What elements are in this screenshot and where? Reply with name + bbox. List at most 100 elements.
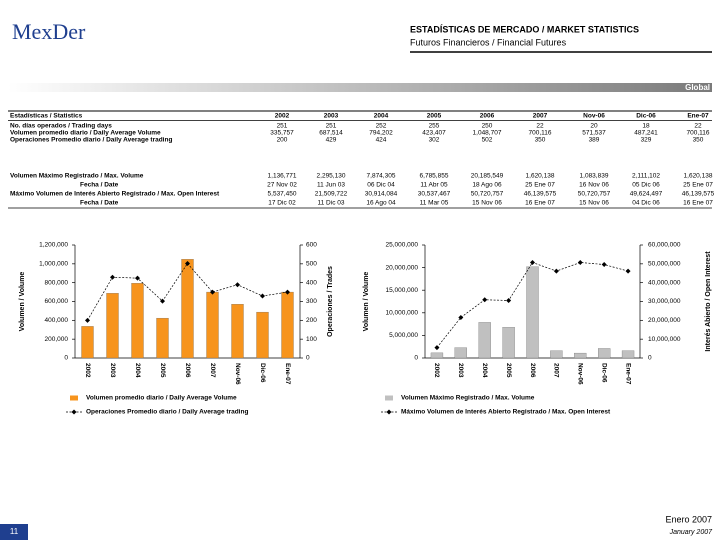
table-cell: 16 Nov 06 bbox=[579, 182, 609, 189]
bar bbox=[430, 352, 444, 359]
row-label: No. días operados / Trading days bbox=[10, 123, 112, 130]
page-number: 11 bbox=[10, 527, 19, 536]
row-label: Fecha / Date bbox=[80, 182, 119, 189]
marker bbox=[185, 260, 190, 266]
x-tick-label: Nov-06 bbox=[234, 363, 241, 385]
marker bbox=[530, 259, 535, 265]
y2-tick-label: 200 bbox=[306, 317, 317, 324]
table-cell: 11 Abr 05 bbox=[420, 182, 448, 189]
table-cell: 424 bbox=[376, 137, 387, 144]
table-cell: 423,407 bbox=[422, 130, 446, 137]
row-label: Volumen promedio diario / Daily Average … bbox=[10, 130, 161, 137]
y2-tick-label: 300 bbox=[306, 298, 317, 305]
table-cell: 255 bbox=[429, 123, 440, 130]
bar bbox=[81, 326, 94, 359]
table-cell: 794,202 bbox=[369, 130, 393, 137]
table-cell: 335,757 bbox=[270, 130, 294, 137]
marker bbox=[235, 282, 240, 288]
table-cell: 571,537 bbox=[582, 130, 606, 137]
marker bbox=[210, 289, 215, 295]
table-cell: 06 Dic 04 bbox=[367, 182, 395, 189]
y2-tick-label: 500 bbox=[306, 261, 317, 268]
bar bbox=[478, 322, 491, 359]
table-cell: 1,083,839 bbox=[580, 173, 609, 180]
column-header: 2006 bbox=[480, 113, 495, 120]
y2-tick-label: 0 bbox=[306, 355, 310, 362]
table-cell: 1,620,138 bbox=[684, 173, 713, 180]
table-cell: 1,048,707 bbox=[473, 130, 502, 137]
bar bbox=[502, 327, 515, 359]
marker bbox=[285, 289, 290, 295]
table-cell: 700,116 bbox=[528, 130, 551, 137]
x-tick-label: Ene-07 bbox=[624, 363, 631, 385]
marker bbox=[434, 345, 440, 351]
table-cell: 251 bbox=[277, 123, 288, 130]
table-cell: 2,111,102 bbox=[632, 173, 660, 180]
table-cell: 7,874,305 bbox=[367, 173, 396, 180]
column-header: 2002 bbox=[275, 113, 290, 120]
column-header: 2003 bbox=[324, 113, 339, 120]
bar bbox=[526, 266, 539, 359]
section-title: Global bbox=[685, 83, 710, 92]
table-cell: 502 bbox=[482, 137, 493, 144]
table-cell: 20 bbox=[590, 123, 598, 130]
y2-tick-label: 40,000,000 bbox=[648, 279, 681, 286]
y2-tick-label: 10,000,000 bbox=[648, 336, 681, 343]
marker bbox=[506, 297, 512, 303]
table-cell: 1,136,771 bbox=[268, 173, 297, 180]
y2-axis-label: Interés Abierto / Open Interest bbox=[705, 251, 712, 352]
y-tick-label: 15,000,000 bbox=[385, 287, 418, 294]
table-cell: 50,720,757 bbox=[471, 191, 504, 198]
y-axis-label: Volumen / Volume bbox=[19, 272, 26, 332]
bar bbox=[281, 291, 294, 359]
y2-tick-label: 0 bbox=[648, 355, 652, 362]
column-header: 2007 bbox=[533, 113, 548, 120]
table-cell: 251 bbox=[326, 123, 337, 130]
marker bbox=[458, 314, 464, 320]
x-tick-label: Nov-06 bbox=[577, 363, 584, 385]
bar bbox=[256, 311, 269, 359]
table-cell: 329 bbox=[641, 137, 652, 144]
marker bbox=[577, 259, 583, 265]
x-tick-label: Dic-06 bbox=[259, 363, 266, 383]
y2-tick-label: 50,000,000 bbox=[648, 261, 681, 268]
table-cell: 16 Ene 07 bbox=[525, 200, 555, 207]
subtitle: Futuros Financieros / Financial Futures bbox=[410, 37, 567, 47]
bar bbox=[206, 291, 219, 359]
column-header: Nov-06 bbox=[583, 113, 605, 120]
table-cell: 5,537,450 bbox=[268, 191, 297, 198]
legend-label: Volumen promedio diario / Daily Average … bbox=[86, 395, 237, 402]
table-cell: 11 Jun 03 bbox=[317, 182, 345, 189]
marker bbox=[110, 274, 115, 280]
legend-swatch bbox=[70, 395, 78, 401]
y-tick-label: 25,000,000 bbox=[385, 242, 418, 249]
x-tick-label: 2004 bbox=[481, 363, 488, 378]
x-tick-label: 2004 bbox=[134, 363, 141, 378]
table-cell: 21,509,722 bbox=[315, 191, 348, 198]
table-cell: 200 bbox=[277, 137, 288, 144]
y2-tick-label: 600 bbox=[306, 242, 317, 249]
column-header: 2004 bbox=[374, 113, 389, 120]
y-axis-label: Volumen / Volume bbox=[363, 272, 370, 332]
marker bbox=[135, 275, 140, 281]
table-cell: 50,720,757 bbox=[578, 191, 611, 198]
bar bbox=[156, 317, 169, 359]
table-cell: 30,537,467 bbox=[418, 191, 451, 198]
y-tick-label: 200,000 bbox=[45, 336, 69, 343]
x-tick-label: 2003 bbox=[457, 363, 464, 378]
legend-swatch bbox=[385, 395, 393, 401]
marker bbox=[553, 268, 559, 274]
table-cell: 25 Ene 07 bbox=[683, 182, 713, 189]
marker bbox=[601, 262, 607, 268]
legend-swatch bbox=[71, 409, 77, 415]
table-cell: 15 Nov 06 bbox=[472, 200, 502, 207]
table-cell: 27 Nov 02 bbox=[267, 182, 297, 189]
logo: MexDer bbox=[12, 19, 86, 44]
marker bbox=[625, 268, 631, 274]
legend-label: Máximo Volumen de Interés Abierto Regist… bbox=[401, 409, 611, 416]
marker bbox=[260, 293, 265, 299]
page-badge bbox=[0, 524, 28, 540]
table-cell: 700,116 bbox=[686, 130, 709, 137]
bar bbox=[181, 259, 194, 359]
bar bbox=[131, 283, 144, 359]
